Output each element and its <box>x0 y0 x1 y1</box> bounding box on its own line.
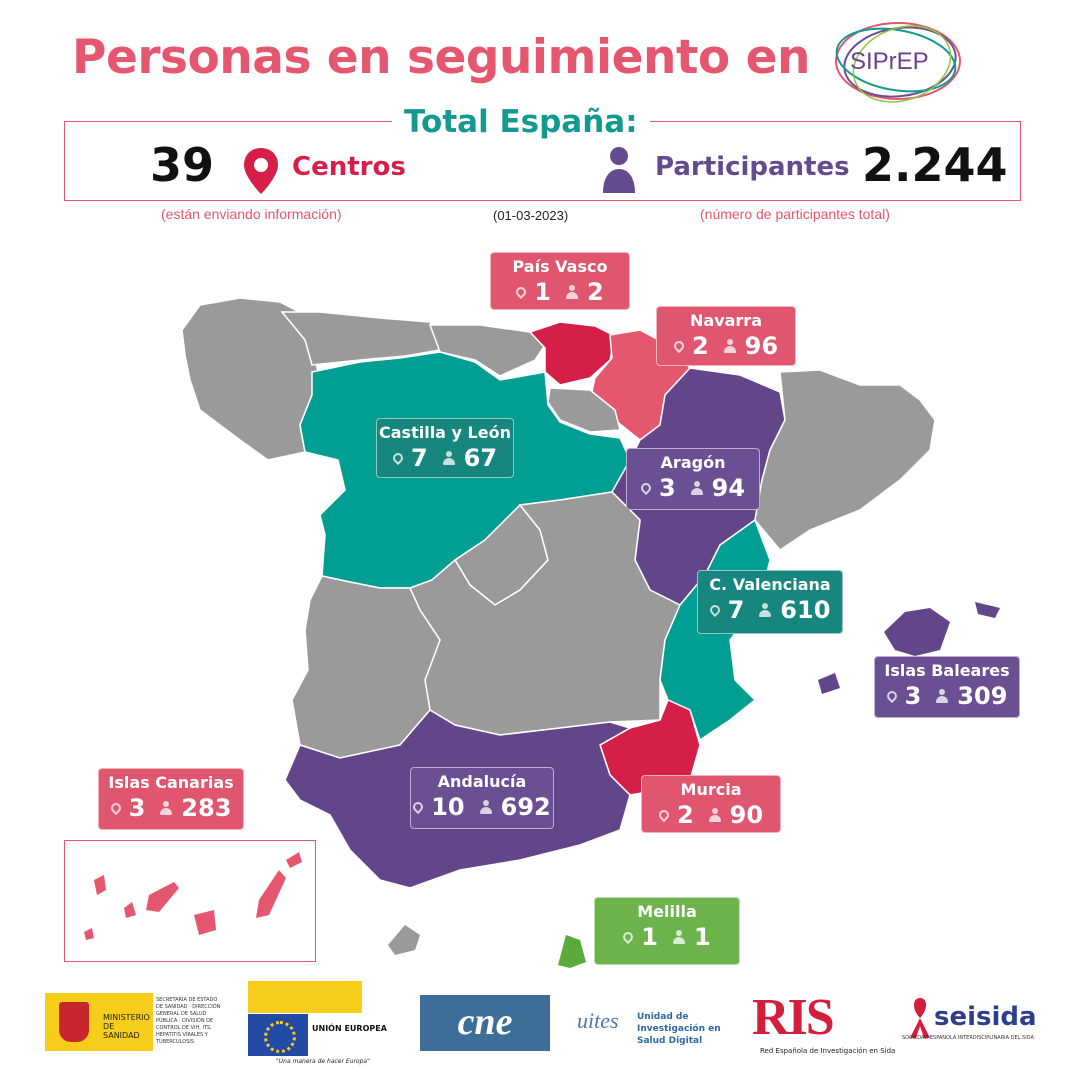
pin-icon <box>656 807 672 823</box>
person-icon <box>442 451 456 465</box>
label-aragon: Aragón 3 94 <box>626 448 760 510</box>
seisida-logo: seisida <box>934 1002 1037 1032</box>
ue-motto: "Una manera de hacer Europa" <box>276 1058 370 1065</box>
region-la-rioja <box>547 387 621 433</box>
region-melilla <box>558 935 586 968</box>
canarias-inset <box>64 840 316 962</box>
pin-icon <box>884 688 899 704</box>
ris-logo: RIS <box>752 989 835 1046</box>
label-castilla-leon: Castilla y León 7 67 <box>376 418 514 478</box>
person-icon <box>603 147 635 193</box>
person-icon <box>708 808 722 822</box>
total-label: Total España: <box>392 104 650 140</box>
label-murcia: Murcia 2 90 <box>641 775 781 833</box>
region-baleares-ibiza <box>818 673 840 694</box>
label-valenciana: C. Valenciana 7 610 <box>697 570 843 634</box>
region-baleares-mallorca <box>884 608 950 656</box>
person-icon <box>159 801 173 815</box>
centros-total: 39 <box>150 138 215 192</box>
label-navarra: Navarra 2 96 <box>656 306 796 366</box>
region-ceuta <box>388 925 420 955</box>
person-icon <box>935 689 949 703</box>
ue-logo-text: UNIÓN EUROPEA <box>312 1024 387 1033</box>
data-date: (01-03-2023) <box>493 208 569 223</box>
participantes-total: 2.244 <box>862 138 1008 192</box>
ministerio-sanidad-logo: MINISTERIO DE SANIDAD SECRETARÍA DE ESTA… <box>45 993 228 1051</box>
centros-label: Centros <box>292 152 406 182</box>
uites-logo-mark: uites <box>577 1008 619 1033</box>
pin-icon <box>108 800 123 816</box>
region-baleares-menorca <box>975 602 1000 618</box>
person-icon <box>723 339 737 353</box>
pin-icon <box>390 450 406 466</box>
eu-flag-icon <box>248 1014 308 1056</box>
region-asturias <box>280 311 442 366</box>
participantes-note: (número de participantes total) <box>700 206 890 222</box>
siprep-logo: SIPrEP <box>828 14 968 108</box>
person-icon <box>479 800 493 814</box>
siprep-logo-rings <box>835 22 961 103</box>
person-icon <box>565 285 579 299</box>
gobierno-logo <box>248 981 362 1013</box>
centros-note: (están enviando información) <box>161 206 342 222</box>
red-ribbon-icon <box>910 998 930 1038</box>
location-pin-icon <box>244 148 278 194</box>
pin-icon <box>671 338 687 354</box>
label-canarias: Islas Canarias 3 283 <box>98 768 244 830</box>
person-icon <box>672 930 686 944</box>
escudo-icon <box>45 993 103 1051</box>
label-andalucia: Andalucía 10 692 <box>410 767 554 829</box>
canarias-islands <box>84 852 302 940</box>
pin-icon <box>514 284 529 300</box>
person-icon <box>758 603 772 617</box>
label-baleares: Islas Baleares 3 309 <box>874 656 1020 718</box>
region-cataluna <box>754 369 936 551</box>
person-icon <box>690 481 704 495</box>
uites-logo-text: Unidad de Investigación en Salud Digital <box>637 1012 721 1046</box>
page-title: Personas en seguimiento en <box>72 30 810 85</box>
cne-logo: cne <box>420 995 550 1051</box>
ris-subtitle: Red Española de Investigación en Sida <box>760 1047 896 1055</box>
pin-icon <box>621 929 636 945</box>
siprep-logo-text: SIPrEP <box>850 48 929 75</box>
pin-icon <box>638 480 654 496</box>
region-pais-vasco <box>528 321 616 386</box>
pin-icon <box>707 602 722 618</box>
participantes-label: Participantes <box>655 152 850 182</box>
seisida-subtitle: SOCIEDAD ESPAÑOLA INTERDISCIPLINARIA DEL… <box>902 1035 1034 1041</box>
isciii-logo <box>364 981 394 1017</box>
pin-icon <box>411 799 426 815</box>
